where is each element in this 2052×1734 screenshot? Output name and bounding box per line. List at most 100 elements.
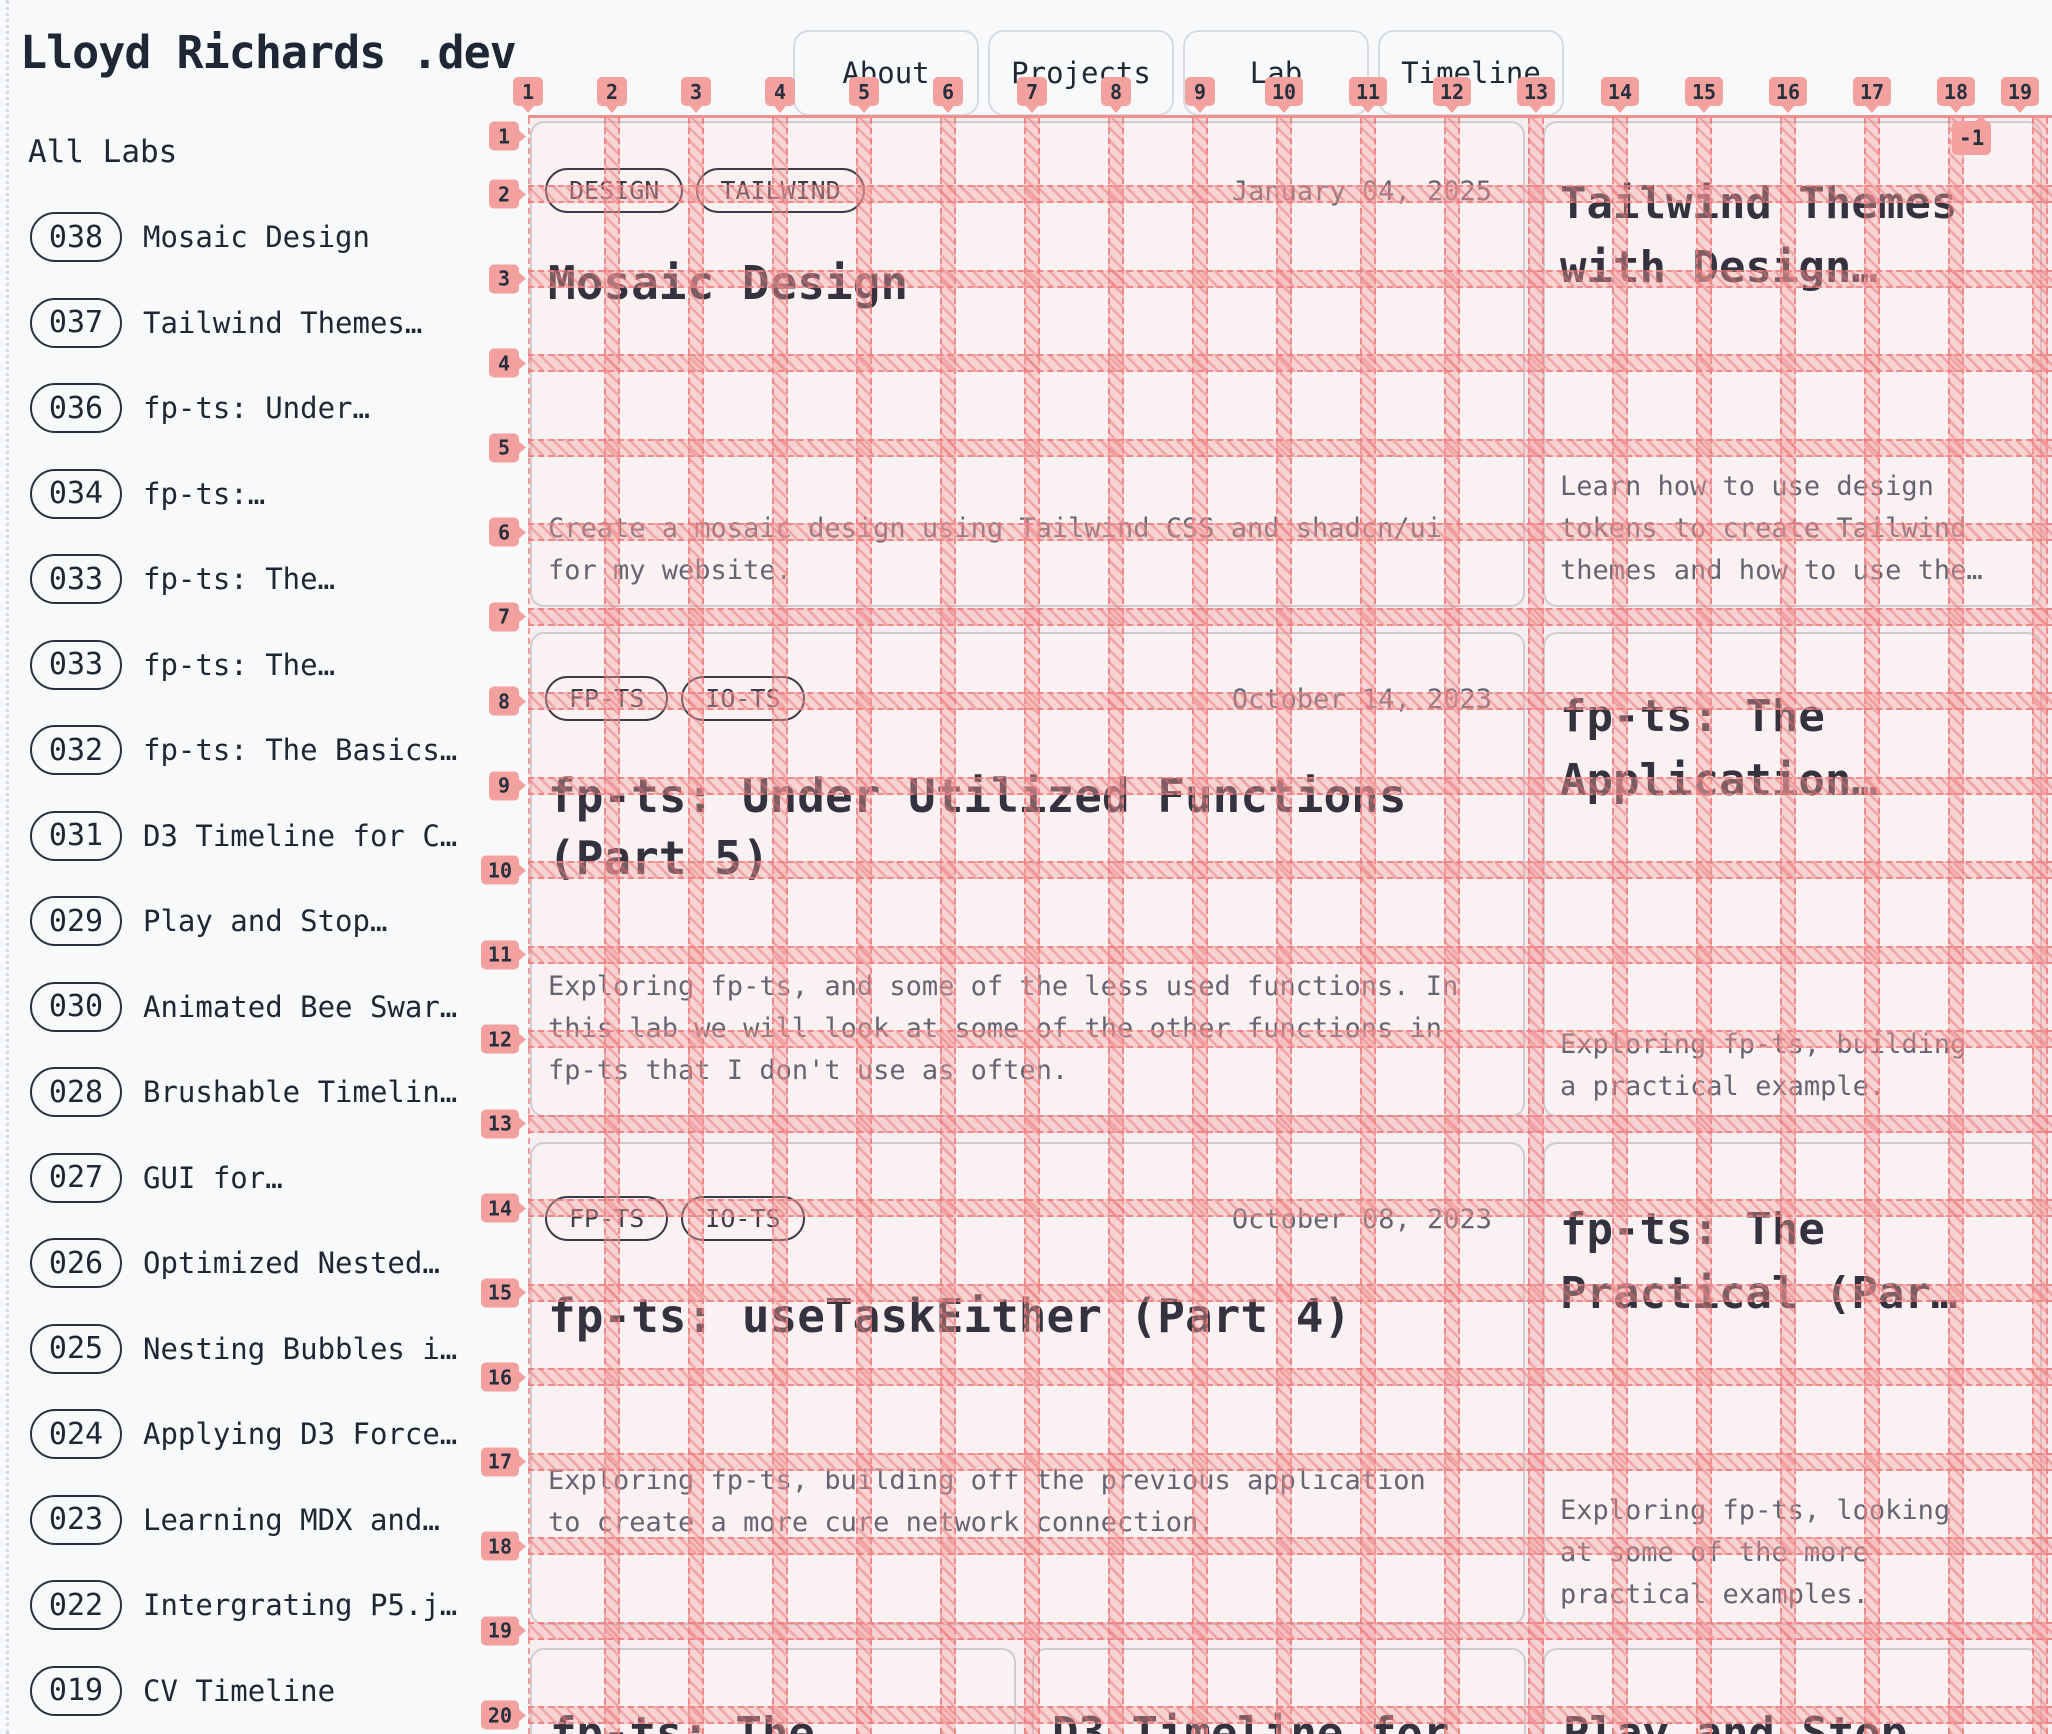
- sidebar-item-033[interactable]: 033 fp-ts: The…: [30, 554, 335, 604]
- grid-column-line-badge: 15: [1684, 77, 1724, 113]
- card-title: fp-ts: The Practical (Par…: [1560, 1204, 1958, 1319]
- lab-number-badge: 024: [30, 1409, 122, 1459]
- grid-row-line-badge: 9: [489, 771, 526, 800]
- sidebar-item-034[interactable]: 034 fp-ts:…: [30, 468, 265, 519]
- card-description: Exploring fp-ts, building off the previo…: [548, 1465, 1426, 1538]
- grid-column-line-badge: 4: [765, 77, 795, 113]
- lab-number-badge: 029: [30, 896, 122, 946]
- sidebar-item-027[interactable]: 027 GUI for…: [30, 1152, 283, 1203]
- card-title: Mosaic Design: [548, 256, 909, 310]
- sidebar-heading: All Labs: [28, 134, 178, 170]
- sidebar-item-030[interactable]: 030 Animated Bee Swar…: [30, 981, 458, 1032]
- card-tag-row: FP-TS IO-TS: [545, 1196, 818, 1241]
- lab-number-badge: 022: [30, 1580, 122, 1630]
- grid-row-gutter: [528, 1114, 2052, 1133]
- sidebar-item-label: Play and Stop…: [143, 904, 388, 938]
- sidebar-item-037[interactable]: 037 Tailwind Themes…: [30, 297, 422, 348]
- lab-number-badge: 019: [30, 1665, 122, 1716]
- sidebar-item-019[interactable]: 019 CV Timeline: [30, 1665, 336, 1716]
- card-title: Tailwind Themes with Design…: [1560, 178, 1958, 293]
- sidebar-item-label: Animated Bee Swar…: [143, 989, 458, 1024]
- grid-row-line-badge: 4: [489, 348, 526, 378]
- lab-number-badge: 036: [30, 383, 122, 433]
- bottom-card[interactable]: [1032, 1648, 1526, 1734]
- sidebar-item-029[interactable]: 029 Play and Stop…: [30, 896, 387, 946]
- sidebar-item-022[interactable]: 022 Intergrating P5.j…: [30, 1580, 457, 1630]
- grid-row-line-badge: 19: [480, 1616, 527, 1645]
- grid-row-line-badge: 18: [480, 1531, 527, 1561]
- card-title: Play and Stop: [1563, 1708, 1908, 1734]
- grid-column-line-badge: 3: [681, 77, 711, 113]
- lab-number-badge: 026: [30, 1238, 122, 1288]
- card-date: October 14, 2023: [1231, 684, 1492, 715]
- lab-number-badge: 032: [30, 725, 122, 775]
- card-description: Learn how to use design tokens to create…: [1560, 471, 1983, 586]
- grid-column-line-badge: 7: [1017, 77, 1047, 113]
- lab-number-badge: 037: [30, 297, 122, 348]
- sidebar-item-032[interactable]: 032 fp-ts: The Basics…: [30, 725, 457, 775]
- lab-number-badge: 034: [30, 468, 122, 519]
- grid-row-gutter: [528, 607, 2052, 626]
- grid-row-line-badge: 13: [480, 1109, 527, 1138]
- grid-column-line-badge: 12: [1432, 77, 1472, 113]
- lab-number-badge: 027: [30, 1152, 122, 1203]
- sidebar-item-label: Nesting Bubbles i…: [143, 1331, 458, 1366]
- sidebar-item-label: GUI for…: [143, 1160, 283, 1195]
- sidebar-item-031[interactable]: 031 D3 Timeline for C…: [30, 810, 458, 861]
- grid-row-line-badge: 12: [480, 1024, 527, 1054]
- sidebar-item-label: Intergrating P5.j…: [143, 1588, 458, 1622]
- lab-number-badge: 028: [30, 1067, 122, 1117]
- lab-number-badge: 038: [30, 212, 122, 262]
- grid-column-line-badge: 18: [1936, 77, 1976, 113]
- grid-row-line-badge: 14: [480, 1193, 527, 1223]
- card-tag-row: FP-TS IO-TS: [545, 676, 818, 721]
- site-logo[interactable]: Lloyd Richards .dev: [20, 26, 517, 79]
- tag-pill: TAILWIND: [696, 168, 865, 213]
- sidebar-item-label: Mosaic Design: [143, 220, 370, 254]
- card-description: Exploring fp-ts, building a practical ex…: [1560, 1029, 1967, 1102]
- nav-tab-projects[interactable]: Projects: [988, 30, 1174, 116]
- grid-row-line-badge: 8: [489, 686, 526, 716]
- card-title: fp-ts: The Application…: [1560, 691, 1878, 806]
- card-description: Exploring fp-ts, and some of the less us…: [548, 971, 1459, 1086]
- sidebar-item-026[interactable]: 026 Optimized Nested…: [30, 1238, 440, 1288]
- sidebar-item-label: Brushable Timelin…: [143, 1075, 458, 1109]
- card-title: D3 Timeline for: [1052, 1708, 1450, 1734]
- sidebar-item-024[interactable]: 024 Applying D3 Force…: [30, 1409, 457, 1459]
- grid-row-line-badge: 11: [480, 940, 527, 969]
- sidebar-item-label: Applying D3 Force…: [143, 1417, 458, 1451]
- tag-pill: DESIGN: [545, 168, 684, 213]
- grid-column-line-badge: 11: [1348, 77, 1388, 113]
- grid-column-line-badge: 9: [1185, 77, 1215, 113]
- lab-number-badge: 033: [30, 639, 122, 690]
- card-date: October 08, 2023: [1231, 1204, 1492, 1235]
- grid-column-line-badge: 1: [513, 77, 543, 113]
- sidebar-item-028[interactable]: 028 Brushable Timelin…: [30, 1067, 457, 1117]
- grid-row-line-badge: 5: [489, 433, 526, 462]
- card-tag-row: DESIGN TAILWIND: [545, 168, 878, 213]
- sidebar-item-label: fp-ts: The…: [143, 562, 336, 596]
- grid-row-line-badge: 17: [480, 1447, 527, 1476]
- grid-row-line-badge: 15: [480, 1278, 527, 1307]
- sidebar-item-033[interactable]: 033 fp-ts: The…: [30, 639, 336, 690]
- sidebar-item-label: fp-ts: The…: [143, 647, 336, 682]
- grid-column-line-badge: 5: [849, 77, 879, 113]
- sidebar-item-023[interactable]: 023 Learning MDX and…: [30, 1494, 440, 1545]
- grid-row-line-badge: 1: [489, 121, 526, 151]
- sidebar-item-036[interactable]: 036 fp-ts: Under…: [30, 383, 370, 433]
- tag-pill: FP-TS: [545, 1196, 669, 1241]
- sidebar-item-038[interactable]: 038 Mosaic Design: [30, 212, 370, 262]
- grid-column-line-badge: 14: [1600, 77, 1640, 113]
- tag-pill: IO-TS: [681, 676, 805, 721]
- sidebar-item-label: D3 Timeline for C…: [143, 818, 458, 853]
- sidebar-item-label: CV Timeline: [143, 1673, 336, 1708]
- card-title: fp-ts: The: [550, 1708, 815, 1734]
- card-title: fp-ts: Under Utilized Functions (Part 5): [548, 769, 1407, 885]
- card-description: Create a mosaic design using Tailwind CS…: [548, 513, 1443, 586]
- sidebar-item-025[interactable]: 025 Nesting Bubbles i…: [30, 1323, 458, 1374]
- card-date: January 04, 2025: [1231, 176, 1492, 207]
- page-left-edge-divider: [6, 0, 9, 1734]
- lab-number-badge: 025: [30, 1323, 122, 1374]
- grid-row-line-badge: 16: [480, 1362, 527, 1392]
- tag-pill: IO-TS: [681, 1196, 805, 1241]
